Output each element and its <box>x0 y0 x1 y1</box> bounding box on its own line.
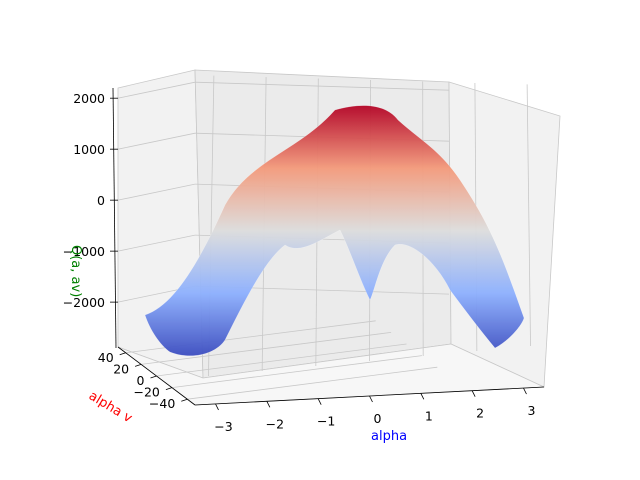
y-tick-mark <box>165 387 173 390</box>
y-tick-mark <box>181 398 188 402</box>
z-tick-label: 1000 <box>73 142 105 157</box>
x-tick-label: −1 <box>317 414 335 429</box>
y-tick-label: −20 <box>134 385 160 400</box>
y-tick-mark <box>134 364 142 367</box>
y-tick-label: 40 <box>98 350 114 365</box>
x-tick-mark <box>420 393 425 400</box>
x-tick-label: −3 <box>214 419 232 434</box>
z-tick-label: 0 <box>97 193 105 208</box>
y-tick-mark <box>150 375 157 379</box>
x-tick-label: −2 <box>266 416 284 431</box>
z-tick-label: −1000 <box>63 244 105 259</box>
x-tick-label: 1 <box>425 408 433 423</box>
z-axis-line <box>112 87 117 349</box>
x-tick-mark <box>215 403 219 411</box>
x-axis-label: alpha <box>371 429 407 444</box>
x-tick-mark <box>266 401 271 408</box>
x-tick-label: 0 <box>374 411 382 426</box>
x-tick-mark <box>369 395 373 403</box>
x-tick-mark <box>523 387 527 395</box>
z-axis-label: Q(a, av) <box>68 245 83 297</box>
y-axis-label: alpha v <box>86 389 135 427</box>
z-tick-label: −2000 <box>63 295 105 310</box>
z-tick-label: 2000 <box>73 91 105 106</box>
x-tick-mark <box>317 398 322 405</box>
x-tick-label: 2 <box>476 406 484 421</box>
y-tick-label: −40 <box>149 396 175 411</box>
y-tick-label: 0 <box>137 373 145 388</box>
x-tick-mark <box>471 390 476 397</box>
y-tick-mark <box>119 352 126 356</box>
y-tick-label: 20 <box>113 361 129 376</box>
x-tick-label: 3 <box>527 403 535 418</box>
